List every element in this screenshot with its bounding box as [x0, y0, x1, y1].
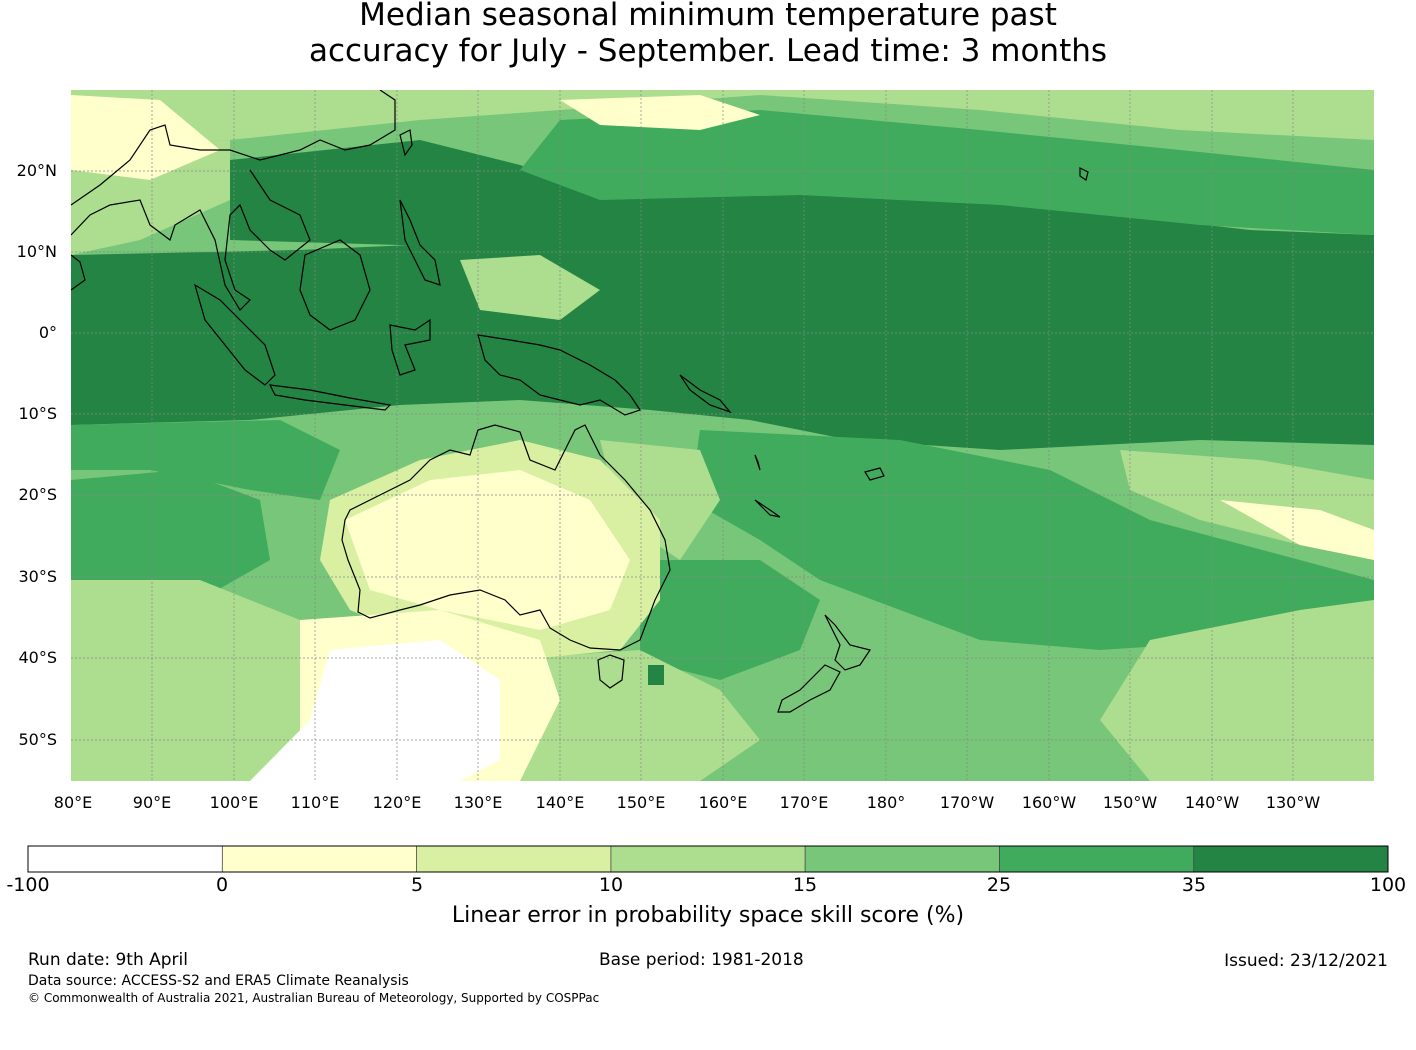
skill-regions [71, 90, 1374, 781]
colorbar-segment-6 [999, 846, 1194, 872]
colorbar-tick-neg100: -100 [6, 874, 50, 896]
data-source: Data source: ACCESS-S2 and ERA5 Climate … [28, 973, 409, 989]
run-date: Run date: 9th April [28, 950, 188, 970]
region-australia-very-low [345, 470, 630, 630]
colorbar-tick-35: 35 [1181, 874, 1207, 896]
colorbar-tick-25: 25 [986, 874, 1012, 896]
coast-philippines [399, 199, 441, 286]
region-north-dark [230, 140, 1374, 260]
colorbar-tick-100: 100 [1369, 874, 1407, 896]
coast-taiwan [399, 129, 413, 157]
lon-label-110e: 110°E [290, 793, 340, 812]
region-equatorial-band [71, 235, 1374, 450]
lat-label-0: 0° [38, 323, 57, 342]
coast-sulawesi [389, 318, 431, 376]
map-gridlines [71, 90, 1374, 781]
lon-label-130e: 130°E [453, 793, 503, 812]
coast-tasmania [597, 654, 625, 689]
lat-label-10n: 10°N [16, 242, 57, 261]
lat-label-40s: 40°S [18, 648, 57, 667]
lon-label-130w: 130°W [1265, 793, 1321, 812]
coast-new-caledonia [754, 499, 781, 518]
lon-label-180: 180° [866, 793, 906, 812]
coast-vanuatu [754, 454, 761, 471]
colorbar-tick-10: 10 [598, 874, 624, 896]
region-north-light [71, 90, 1374, 150]
coast-mainland-asia [71, 90, 396, 311]
region-indian-ocean-mid [71, 420, 340, 500]
base-period: Base period: 1981-2018 [599, 950, 804, 970]
colorbar-label: Linear error in probability space skill … [451, 903, 965, 928]
coast-solomons [679, 374, 732, 414]
lon-label-140w: 140°W [1184, 793, 1240, 812]
lon-label-150e: 150°E [616, 793, 666, 812]
lon-label-90e: 90°E [132, 793, 172, 812]
region-equator-light-patch [460, 255, 600, 320]
lat-label-50s: 50°S [18, 730, 57, 749]
region-north-negative-2 [560, 95, 760, 130]
region-southern-ocean-negative [250, 640, 500, 781]
lon-label-170w: 170°W [939, 793, 995, 812]
colorbar-tick-5: 5 [410, 874, 424, 896]
lon-label-100e: 100°E [209, 793, 259, 812]
colorbar-tick-15: 15 [792, 874, 818, 896]
coast-nz-south [777, 664, 841, 713]
region-east-light-patch [1220, 500, 1374, 560]
coast-fiji [864, 467, 885, 481]
region-tasman-mid [640, 560, 820, 680]
colorbar-tick-0: 0 [215, 874, 229, 896]
colorbar-frame [27, 845, 1389, 873]
map-title-line-2: accuracy for July - September. Lead time… [308, 33, 1108, 69]
lon-label-170e: 170°E [779, 793, 829, 812]
region-nz-dark [648, 665, 664, 685]
lat-label-20s: 20°S [18, 485, 57, 504]
colorbar-segment-4 [610, 846, 806, 872]
lat-label-30s: 30°S [18, 567, 57, 586]
lon-label-120e: 120°E [372, 793, 422, 812]
region-south-east-light [1100, 600, 1374, 781]
skill-score-map [71, 90, 1374, 781]
coast-sumatra [194, 283, 276, 386]
coast-borneo [299, 239, 371, 331]
map-title-line-1: Median seasonal minimum temperature past [359, 0, 1057, 33]
coast-australia [341, 424, 671, 651]
lon-label-140e: 140°E [535, 793, 585, 812]
region-coral-light [600, 440, 720, 560]
coast-new-guinea [477, 334, 641, 416]
colorbar-segment-5 [805, 846, 1000, 872]
lat-label-20n: 20°N [16, 161, 57, 180]
lon-label-160w: 160°W [1021, 793, 1077, 812]
colorbar-segment-7 [1193, 846, 1388, 872]
lat-label-10s: 10°S [18, 404, 57, 423]
colorbar-segment-3 [416, 846, 611, 872]
colorbar-segment-1 [28, 846, 223, 872]
region-north-mid [520, 110, 1374, 235]
colorbar-segment-2 [222, 846, 417, 872]
copyright: © Commonwealth of Australia 2021, Austra… [28, 991, 600, 1005]
colorbar [27, 845, 1389, 873]
coast-sri-lanka [71, 254, 86, 291]
lon-label-150w: 150°W [1102, 793, 1158, 812]
coast-nz-north [824, 614, 871, 671]
region-south-pacific [690, 430, 1374, 650]
coast-hawaii [1079, 167, 1089, 181]
region-tasman-light [500, 650, 760, 781]
coast-java [268, 384, 392, 411]
lon-label-160e: 160°E [698, 793, 748, 812]
region-south-indian-light [71, 580, 300, 781]
lon-label-80e: 80°E [53, 793, 93, 812]
issued-date: Issued: 23/12/2021 [1224, 951, 1388, 971]
coastlines [71, 90, 1089, 713]
